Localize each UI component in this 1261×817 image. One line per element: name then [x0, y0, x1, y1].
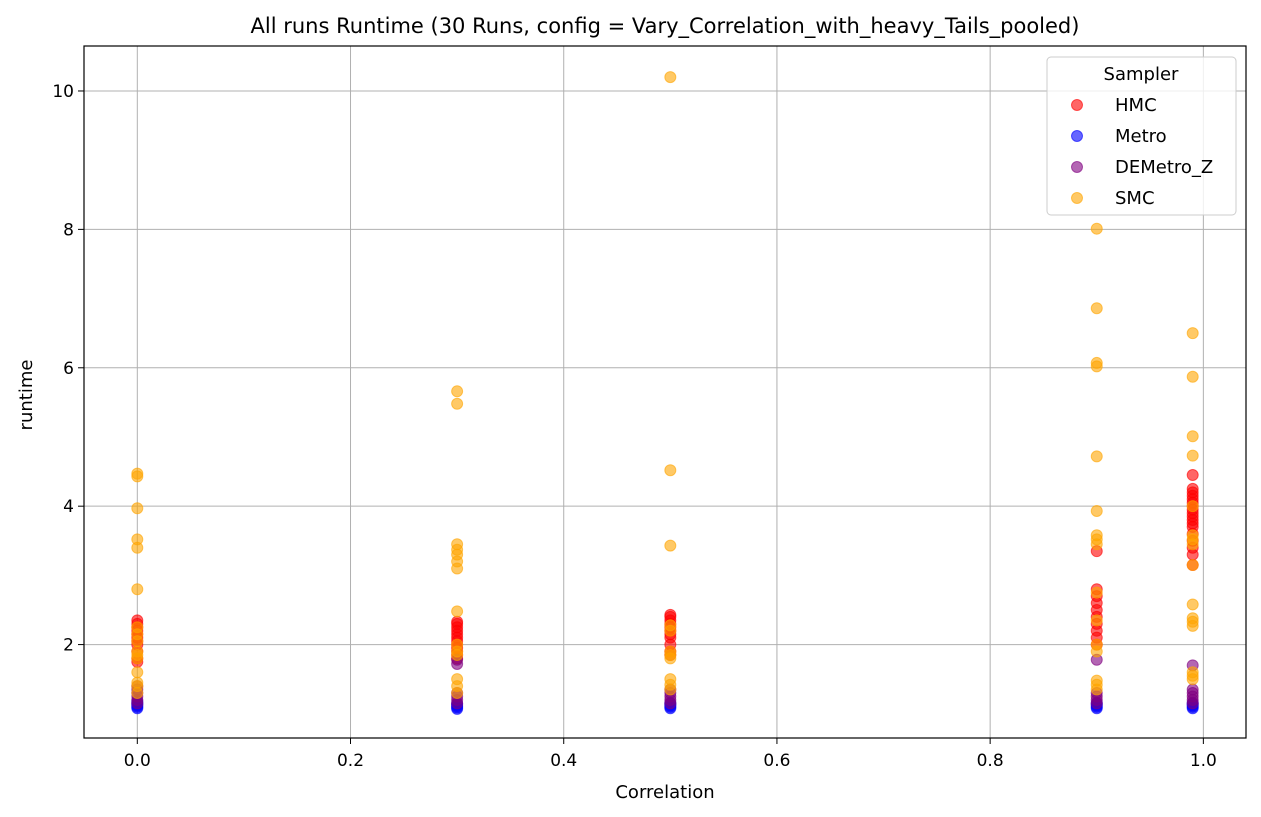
data-point — [131, 621, 144, 634]
x-tick-label: 0.8 — [977, 751, 1004, 771]
data-point — [131, 645, 144, 658]
data-point — [451, 638, 464, 651]
legend: Sampler HMC Metro DEMetro_Z SMC — [1046, 56, 1237, 216]
data-point — [664, 645, 677, 658]
series-smc — [131, 71, 1199, 700]
chart-title: All runs Runtime (30 Runs, config = Vary… — [251, 14, 1080, 39]
data-point — [1090, 505, 1103, 518]
data-point — [451, 397, 464, 410]
legend-label: SMC — [1115, 188, 1155, 209]
legend-marker — [1071, 130, 1083, 142]
data-point — [1186, 449, 1199, 462]
data-point — [664, 539, 677, 552]
data-point — [1186, 327, 1199, 340]
data-point — [131, 666, 144, 679]
legend-items: HMC Metro DEMetro_Z SMC — [1071, 95, 1213, 209]
data-point — [1186, 482, 1199, 495]
data-point — [131, 467, 144, 480]
legend-marker — [1071, 99, 1083, 111]
data-point — [451, 385, 464, 398]
data-point — [1186, 559, 1199, 571]
y-tick-label: 4 — [63, 497, 74, 517]
y-axis-ticks: 2 4 6 8 10 — [52, 82, 84, 656]
data-point — [1186, 430, 1199, 443]
data-point — [1186, 529, 1199, 542]
legend-marker — [1071, 192, 1083, 204]
data-point — [1186, 612, 1199, 625]
y-tick-label: 6 — [63, 359, 74, 379]
plot-frame — [83, 45, 1247, 739]
legend-label: DEMetro_Z — [1115, 157, 1213, 178]
data-point — [1090, 614, 1103, 627]
x-axis-label: Correlation — [615, 782, 714, 803]
data-point — [1186, 500, 1199, 513]
data-point — [1090, 638, 1103, 651]
legend-box — [1046, 56, 1237, 216]
data-point — [664, 71, 677, 84]
data-point — [131, 502, 144, 515]
data-point — [131, 676, 144, 689]
legend-title: Sampler — [1104, 64, 1179, 85]
x-tick-label: 0.2 — [337, 751, 364, 771]
data-points — [131, 71, 1199, 715]
data-point — [451, 615, 464, 628]
data-point — [1186, 598, 1199, 611]
data-point — [664, 464, 677, 477]
data-point — [1186, 683, 1199, 696]
y-tick-label: 10 — [52, 82, 74, 102]
x-axis-ticks: 0.0 0.2 0.4 0.6 0.8 1.0 — [124, 738, 1217, 771]
data-point — [664, 608, 677, 621]
y-tick-label: 2 — [63, 636, 74, 656]
data-point — [664, 673, 677, 686]
y-axis-label: runtime — [16, 360, 37, 431]
data-point — [1090, 529, 1103, 542]
x-tick-label: 0.0 — [124, 751, 151, 771]
data-point — [1090, 674, 1103, 687]
x-tick-label: 0.4 — [550, 751, 577, 771]
x-tick-label: 1.0 — [1190, 751, 1217, 771]
legend-label: HMC — [1115, 95, 1157, 116]
data-point — [664, 619, 677, 632]
data-point — [1090, 222, 1103, 235]
data-point — [1186, 370, 1199, 383]
data-point — [131, 533, 144, 546]
data-point — [1186, 469, 1199, 482]
data-point — [1090, 356, 1103, 369]
x-tick-label: 0.6 — [763, 751, 790, 771]
data-point — [451, 538, 464, 551]
legend-marker — [1071, 161, 1083, 173]
legend-label: Metro — [1115, 126, 1167, 147]
data-point — [131, 583, 144, 596]
data-point — [1090, 586, 1103, 599]
data-point — [1090, 302, 1103, 315]
data-point — [451, 605, 464, 618]
data-point — [1090, 450, 1103, 463]
data-point — [1186, 666, 1199, 679]
data-point — [451, 673, 464, 686]
y-tick-label: 8 — [63, 220, 74, 240]
